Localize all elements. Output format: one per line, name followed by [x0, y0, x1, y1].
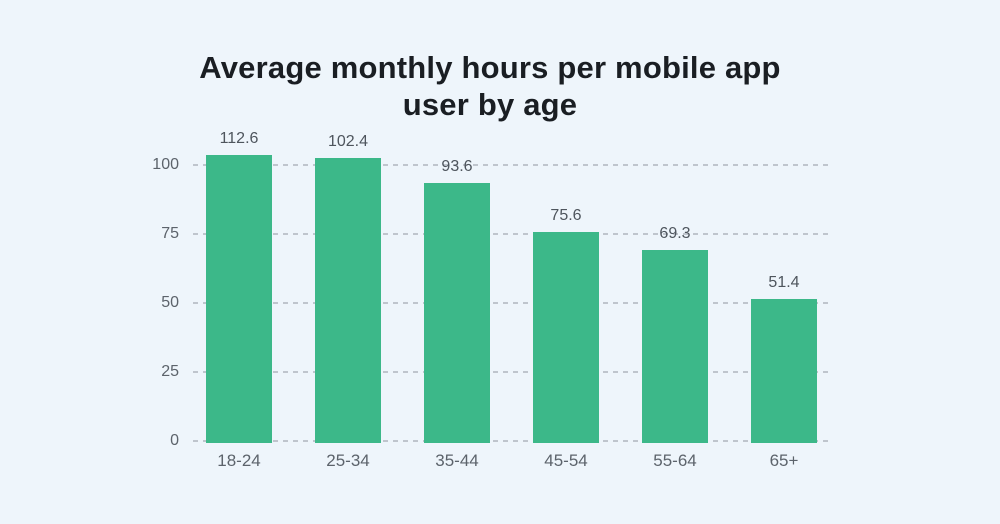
gridline-75: [193, 233, 830, 235]
gridline-50: [193, 302, 830, 304]
bar-value-label: 102.4: [327, 133, 369, 151]
y-axis-tick-label: 25: [161, 363, 179, 380]
x-axis-tick-label: 65+: [769, 451, 799, 470]
y-axis-tick-label: 100: [152, 156, 179, 173]
bar-value-label: 93.6: [441, 157, 473, 175]
x-axis-tick-label: 35-44: [435, 451, 479, 470]
x-axis-tick-label: 25-34: [326, 451, 370, 470]
y-axis-tick-label: 75: [161, 225, 179, 242]
gridline-0: [193, 440, 830, 442]
gridline-25: [193, 371, 830, 373]
x-axis-tick-label: 18-24: [217, 451, 261, 470]
gridline-100: [193, 164, 830, 166]
bar-value-label: 69.3: [659, 224, 691, 242]
y-axis-tick-label: 50: [161, 294, 179, 311]
x-axis-tick-label: 45-54: [544, 451, 588, 470]
bar-55-64: [642, 249, 708, 443]
bar-value-label: 112.6: [219, 130, 259, 148]
bar-45-54: [533, 232, 599, 443]
bar-18-24: [206, 155, 272, 443]
bar-25-34: [315, 158, 381, 443]
bar-value-label: 75.6: [550, 207, 582, 225]
x-axis-tick-label: 55-64: [653, 451, 697, 470]
chart-title: Average monthly hours per mobile app use…: [199, 50, 781, 122]
bar-65+: [751, 299, 817, 443]
y-axis-tick-label: 0: [170, 432, 179, 449]
bar-35-44: [424, 182, 490, 443]
bar-value-label: 51.4: [768, 274, 800, 292]
